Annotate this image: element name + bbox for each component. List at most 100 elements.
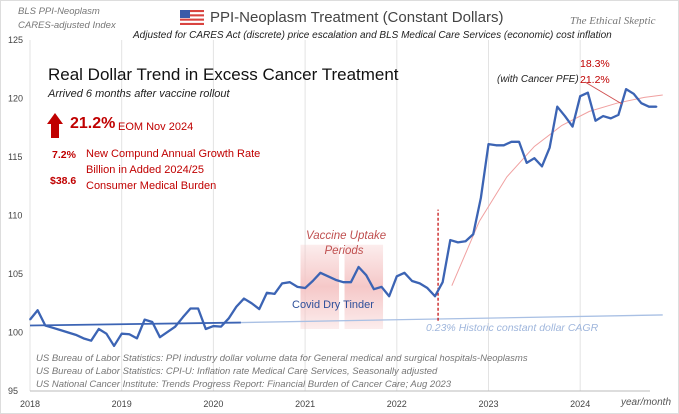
- data-point: [289, 281, 291, 283]
- data-point: [29, 318, 31, 321]
- up-arrow-icon: [47, 113, 63, 138]
- data-point: [304, 287, 306, 289]
- burden-value: $38.6: [50, 175, 77, 187]
- burden-label: Billion in Added 2024/25: [86, 164, 205, 176]
- data-point: [480, 197, 482, 199]
- data-point: [411, 280, 413, 282]
- chart-title: PPI-Neoplasm Treatment (Constant Dollars…: [210, 9, 504, 26]
- pct-top: 18.3%: [580, 58, 610, 70]
- source-line: US Bureau of Labor Statistics: CPI-U: In…: [36, 366, 438, 377]
- data-point: [311, 280, 314, 282]
- data-point: [44, 324, 47, 327]
- data-point: [350, 281, 352, 283]
- data-point: [548, 146, 551, 149]
- y-tick-label: 125: [8, 35, 23, 45]
- data-point: [617, 114, 620, 116]
- data-point: [357, 266, 360, 268]
- brand-logo: The Ethical Skeptic: [570, 15, 656, 27]
- data-point: [541, 165, 543, 168]
- data-point: [609, 117, 612, 120]
- tinder-label: Covid Dry Tinder: [292, 299, 374, 311]
- data-point: [365, 274, 368, 276]
- data-point: [273, 293, 276, 295]
- data-point: [388, 295, 390, 298]
- x-tick-label: 2021: [295, 399, 315, 409]
- data-point: [113, 345, 115, 347]
- source-line: US National Cancer Institute: Trends Pro…: [36, 379, 452, 390]
- data-point: [403, 272, 406, 274]
- x-tick-label: 2020: [203, 399, 223, 409]
- x-tick-label: 2023: [478, 399, 498, 409]
- data-point: [197, 307, 199, 310]
- data-point: [418, 282, 421, 285]
- data-point: [602, 115, 604, 117]
- data-point: [556, 105, 559, 108]
- data-point: [487, 143, 490, 145]
- data-point: [426, 287, 429, 289]
- source-line: US Bureau of Labor Statistics: PPI indus…: [36, 353, 528, 364]
- historic-trend-line: [240, 314, 663, 324]
- vaccine-label-2: Periods: [324, 245, 364, 257]
- vaccine-label: Vaccine Uptake: [306, 230, 387, 242]
- y-tick-label: 120: [8, 94, 23, 104]
- data-point: [120, 332, 123, 335]
- x-tick-label: 2024: [570, 399, 590, 409]
- y-tick-label: 110: [8, 211, 22, 221]
- data-point: [67, 331, 70, 334]
- data-point: [434, 295, 436, 298]
- data-point: [640, 102, 643, 104]
- cagr-value: 7.2%: [52, 149, 76, 161]
- data-point: [564, 115, 566, 117]
- data-point: [189, 307, 192, 310]
- data-point: [166, 331, 169, 333]
- y-tick-label: 105: [8, 269, 23, 279]
- cagr-label: New Compund Annual Growth Rate: [86, 148, 261, 160]
- burden-label-2: Consumer Medical Burden: [86, 180, 217, 192]
- excess-fit-curve: [451, 94, 663, 286]
- data-point: [525, 162, 528, 164]
- data-point: [82, 337, 85, 340]
- data-point: [342, 281, 345, 283]
- data-point: [136, 337, 138, 340]
- data-point: [632, 93, 635, 95]
- subheadline: Arrived 6 months after vaccine rollout: [48, 88, 230, 100]
- data-point: [220, 325, 222, 328]
- index-label-2: CARES-adjusted Index: [18, 20, 116, 31]
- us-flag-icon: [180, 10, 204, 25]
- data-point: [258, 308, 261, 310]
- data-point: [243, 297, 245, 300]
- x-axis-label: year/month: [621, 397, 672, 408]
- data-point: [227, 317, 230, 320]
- data-point: [457, 241, 459, 244]
- data-point: [334, 279, 337, 281]
- data-point: [159, 336, 161, 338]
- pct-pfe: 21.2%: [580, 74, 610, 86]
- data-point: [655, 105, 658, 108]
- data-point: [182, 316, 184, 319]
- data-point: [174, 325, 176, 328]
- data-point: [533, 157, 536, 159]
- data-point: [36, 309, 39, 312]
- data-point: [59, 329, 62, 331]
- pfe-label: (with Cancer PFE): [497, 74, 579, 85]
- data-point: [97, 328, 100, 330]
- y-tick-label: 95: [8, 386, 18, 396]
- vaccine-period-band: [344, 244, 384, 329]
- x-tick-label: 2019: [112, 399, 132, 409]
- data-point: [464, 240, 467, 243]
- big-percent-label: EOM Nov 2024: [118, 121, 194, 133]
- index-label: BLS PPI-Neoplasm: [18, 6, 100, 17]
- data-point: [625, 88, 627, 90]
- big-percent: 21.2%: [70, 115, 116, 132]
- data-point: [266, 291, 268, 294]
- y-tick-label: 115: [8, 152, 22, 162]
- data-point: [250, 302, 253, 305]
- data-point: [518, 140, 520, 143]
- data-point: [502, 144, 505, 147]
- data-point: [151, 321, 154, 323]
- data-point: [319, 272, 322, 274]
- pointer-line: [584, 81, 623, 105]
- x-tick-label: 2018: [20, 399, 40, 409]
